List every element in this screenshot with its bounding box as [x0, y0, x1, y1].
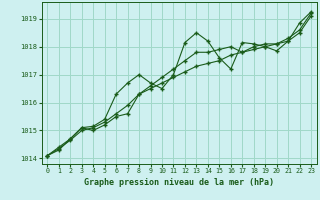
- X-axis label: Graphe pression niveau de la mer (hPa): Graphe pression niveau de la mer (hPa): [84, 178, 274, 187]
